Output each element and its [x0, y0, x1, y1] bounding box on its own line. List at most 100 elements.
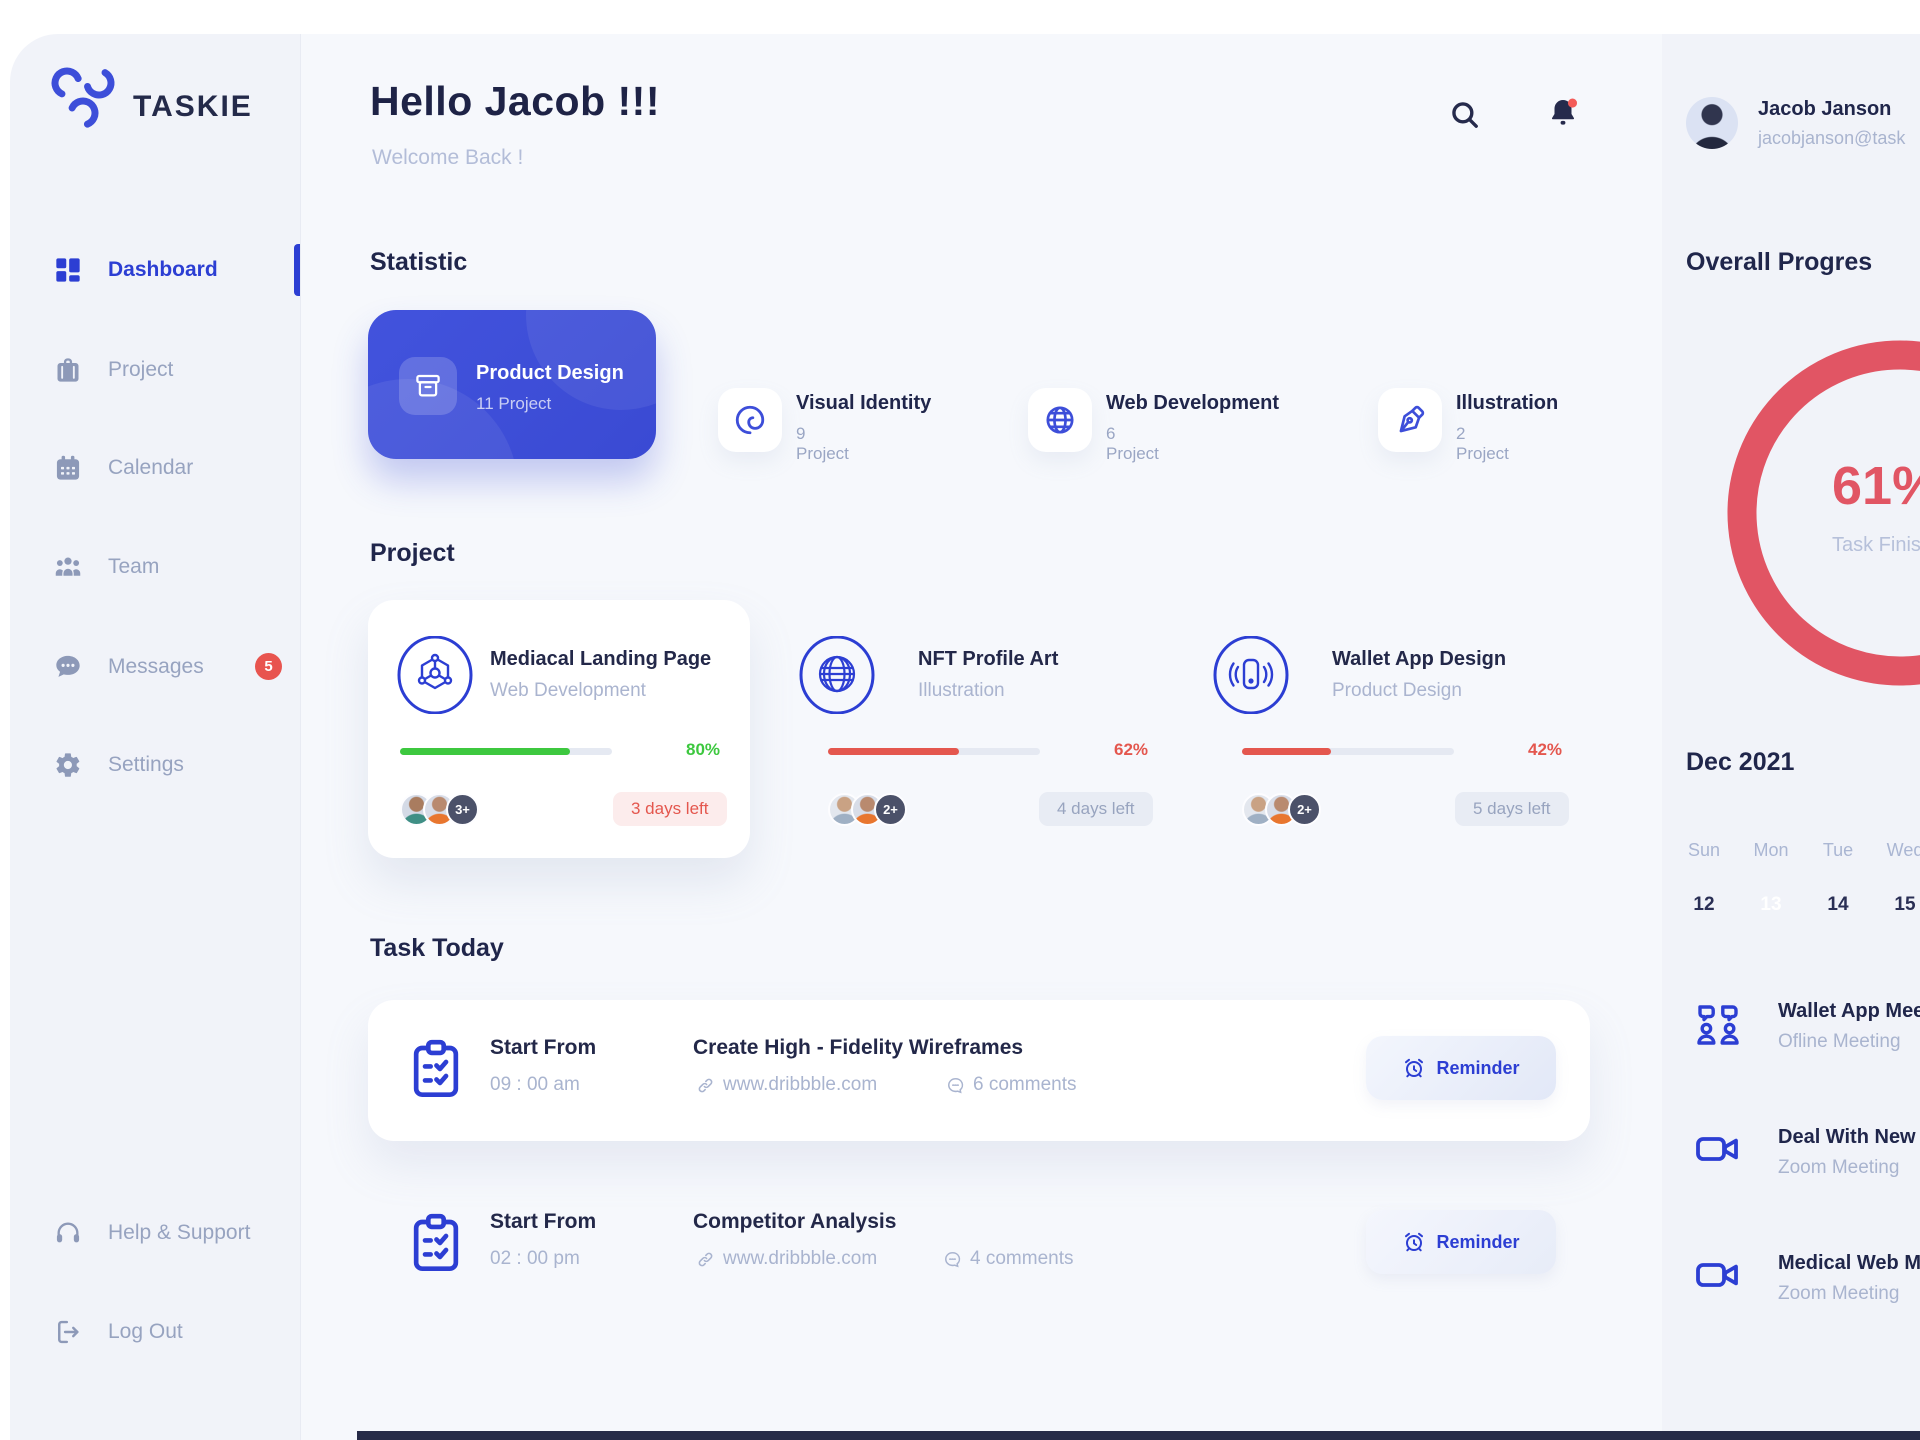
project-card-mediacal-landing-page[interactable]: Mediacal Landing Page Web Development 80…: [368, 600, 750, 858]
task-start-label: Start From: [490, 1036, 597, 1059]
profile-email: jacobjanson@task: [1758, 128, 1906, 148]
sidebar-item-calendar[interactable]: Calendar: [10, 440, 300, 496]
stat-card-title: Web Development: [1106, 392, 1279, 414]
dashboard-icon: [54, 256, 82, 284]
task-link[interactable]: www.dribbble.com: [696, 1074, 877, 1096]
search-icon[interactable]: [1448, 98, 1482, 132]
task-link[interactable]: www.dribbble.com: [696, 1248, 877, 1270]
alarm-icon: [1402, 1230, 1426, 1254]
spiral-icon: [718, 388, 782, 452]
project-title: Wallet App Design: [1332, 648, 1507, 670]
sidebar-item-dashboard[interactable]: Dashboard: [10, 242, 300, 298]
sidebar-item-label: Messages: [108, 655, 204, 678]
progress-percent: 80%: [686, 740, 721, 759]
task-comments[interactable]: 4 comments: [943, 1248, 1073, 1270]
task-time: 09 : 00 am: [490, 1074, 580, 1095]
avatar-more-count: 2+: [874, 793, 907, 826]
clipboard-task-icon: [408, 1037, 464, 1101]
due-badge: 4 days left: [1039, 792, 1153, 826]
alarm-icon: [1402, 1056, 1426, 1080]
progress-percent: 42%: [1528, 740, 1563, 759]
sidebar-item-project[interactable]: Project: [10, 342, 300, 398]
sidebar-item-label: Log Out: [108, 1320, 183, 1343]
sidebar-item-label: Settings: [108, 753, 184, 776]
molecule-icon: [396, 636, 474, 714]
avatar-more-count: 2+: [1288, 793, 1321, 826]
calendar-date[interactable]: 14: [1827, 894, 1849, 915]
progress-percent: 62%: [1114, 740, 1149, 759]
sidebar-item-messages[interactable]: Messages 5: [10, 639, 300, 695]
stat-card-count: 9 Project: [796, 424, 849, 463]
messages-badge: 5: [255, 653, 282, 680]
project-category: Product Design: [1332, 680, 1462, 701]
sidebar-item-help-support[interactable]: Help & Support: [10, 1205, 300, 1261]
progress-fill: [1242, 748, 1332, 755]
headset-icon: [54, 1219, 82, 1247]
notification-bell-icon[interactable]: [1546, 96, 1580, 130]
overall-progress-caption: Task Finis: [1832, 534, 1920, 556]
calendar-date-selected[interactable]: 13: [1739, 888, 1803, 922]
briefcase-icon: [54, 356, 82, 384]
calendar-date[interactable]: 15: [1894, 894, 1916, 915]
task-comments-text: 4 comments: [970, 1248, 1074, 1269]
task-row-competitor-analysis[interactable]: Start From 02 : 00 pm Competitor Analysi…: [368, 1174, 1590, 1315]
sidebar-item-logout[interactable]: Log Out: [10, 1304, 300, 1360]
calendar-date[interactable]: 12: [1693, 894, 1715, 915]
reminder-button[interactable]: Reminder: [1366, 1036, 1556, 1100]
meeting-title: Deal With New: [1778, 1126, 1916, 1148]
overall-progress-ring: [1712, 325, 1920, 701]
sidebar-item-label: Project: [108, 358, 174, 381]
reminder-label: Reminder: [1436, 1057, 1520, 1078]
reminder-label: Reminder: [1436, 1231, 1520, 1252]
task-comments-text: 6 comments: [973, 1074, 1077, 1095]
avatar-more-count: 3+: [446, 793, 479, 826]
clipboard-task-icon: [408, 1211, 464, 1275]
page-greeting: Hello Jacob !!!: [370, 78, 660, 124]
meeting-type: Zoom Meeting: [1778, 1283, 1900, 1304]
progress-fill: [828, 748, 960, 755]
sidebar-item-label: Calendar: [108, 456, 194, 479]
calendar-day-tue: Tue: [1822, 840, 1854, 860]
app-shell: TASKIE Dashboard Project: [10, 34, 1920, 1440]
sidebar-item-label: Help & Support: [108, 1221, 251, 1244]
calendar-day-wed: Wed: [1886, 840, 1920, 860]
task-time: 02 : 00 pm: [490, 1248, 580, 1269]
task-name: Create High - Fidelity Wireframes: [693, 1036, 1024, 1059]
task-row-wireframes[interactable]: Start From 09 : 00 am Create High - Fide…: [368, 1000, 1590, 1141]
project-card-nft-profile-art[interactable]: NFT Profile Art Illustration 62% 2+ 4 da…: [786, 600, 1168, 858]
task-comments[interactable]: 6 comments: [946, 1074, 1076, 1096]
reminder-button[interactable]: Reminder: [1366, 1210, 1556, 1274]
wallet-phone-icon: [1212, 636, 1290, 714]
calendar-month-title: Dec 2021: [1686, 748, 1795, 776]
stat-card-count: 2 Project: [1456, 424, 1509, 463]
project-category: Web Development: [490, 680, 646, 701]
profile-avatar[interactable]: [1686, 97, 1738, 149]
globe-icon: [1028, 388, 1092, 452]
bottom-edge-bar: [357, 1431, 1920, 1440]
calendar-icon: [54, 454, 82, 482]
video-camera-icon: [1694, 1128, 1742, 1178]
welcome-subtitle: Welcome Back !: [372, 146, 524, 169]
link-icon: [696, 1250, 715, 1269]
stat-card-product-design[interactable]: Product Design 11 Project: [368, 310, 656, 459]
gear-icon: [54, 751, 82, 779]
statistic-section-title: Statistic: [370, 248, 468, 276]
active-indicator: [294, 244, 300, 296]
progress-track: [400, 748, 612, 755]
calendar-day-mon: Mon: [1753, 840, 1789, 860]
project-card-wallet-app-design[interactable]: Wallet App Design Product Design 42% 2+ …: [1202, 600, 1584, 858]
stat-card-count: 11 Project: [476, 394, 552, 413]
sidebar-item-settings[interactable]: Settings: [10, 737, 300, 793]
taskie-logo-icon: [50, 67, 116, 129]
task-link-text: www.dribbble.com: [723, 1074, 878, 1095]
pen-nib-icon: [1378, 388, 1442, 452]
stat-card-title: Visual Identity: [796, 392, 932, 414]
chat-icon: [54, 653, 82, 681]
calendar-date-label: 13: [1760, 894, 1782, 915]
sidebar-item-team[interactable]: Team: [10, 539, 300, 595]
meeting-type: Ofline Meeting: [1778, 1031, 1901, 1052]
meeting-type: Zoom Meeting: [1778, 1157, 1900, 1178]
left-sidebar: TASKIE Dashboard Project: [10, 34, 300, 1440]
project-title: Mediacal Landing Page: [490, 648, 712, 670]
overall-progress-percent: 61%: [1832, 456, 1920, 516]
